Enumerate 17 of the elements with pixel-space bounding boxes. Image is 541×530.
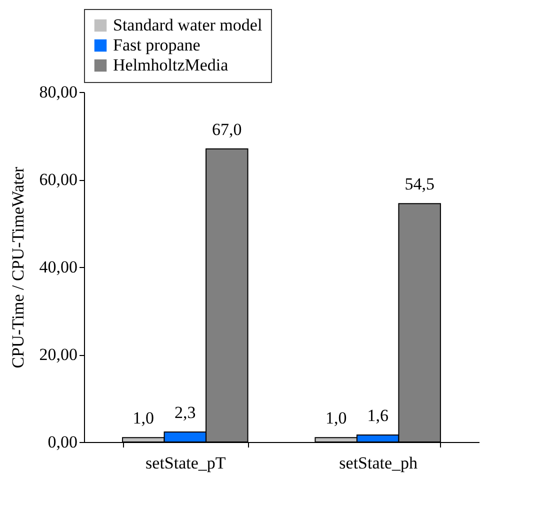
data-label: 2,3 <box>174 402 196 422</box>
data-label: 1,6 <box>367 406 388 425</box>
data-label: 67,0 <box>212 120 242 139</box>
x-tick-label: setState_ph <box>339 454 418 472</box>
legend-label: HelmholtzMedia <box>113 56 229 74</box>
y-tick-label: 60,00 <box>39 170 78 189</box>
y-tick-label: 40,00 <box>39 258 78 276</box>
y-axis-title: CPU-Time / CPU-TimeWater <box>8 166 28 368</box>
y-tick-label: 80,00 <box>39 82 78 102</box>
data-label: 1,0 <box>325 408 347 428</box>
legend-label: Fast propane <box>113 36 200 54</box>
y-tick-label: 0,00 <box>48 432 78 452</box>
data-label: 1,0 <box>132 408 154 428</box>
x-tick-label: setState_pT <box>146 454 226 472</box>
y-tick-label: 20,00 <box>39 345 78 364</box>
data-label: 54,5 <box>404 174 434 194</box>
legend-label: Standard water model <box>113 16 262 34</box>
